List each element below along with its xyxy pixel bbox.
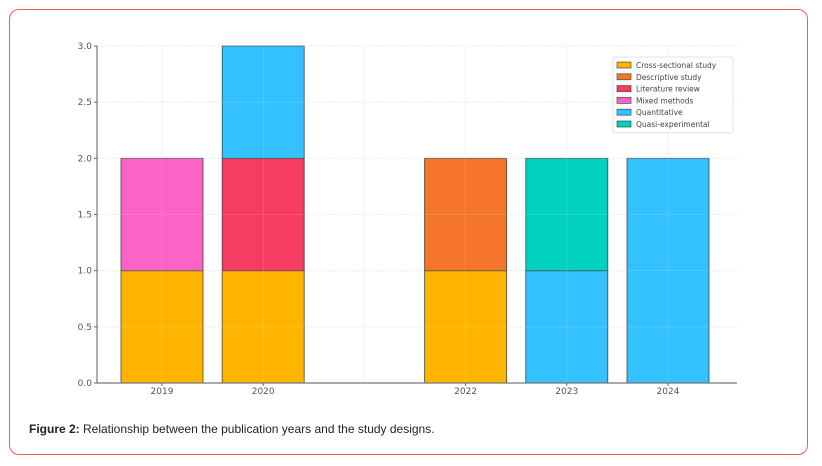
- x-tick-label: 2024: [657, 387, 680, 397]
- y-tick-label: 0.5: [78, 323, 92, 333]
- x-tick-label: 2020: [252, 387, 275, 397]
- legend-swatch: [616, 97, 632, 104]
- legend-label: Descriptive study: [636, 73, 702, 82]
- bar-segment-quantitative-2023: [525, 270, 609, 384]
- y-tick-label: 2.0: [78, 154, 93, 164]
- bar-segment-cross-sectional-study-2019: [120, 270, 204, 384]
- legend-label: Cross-sectional study: [636, 61, 717, 70]
- x-tick-label: 2022: [454, 387, 477, 397]
- legend-box: [612, 56, 734, 134]
- bar-segment-cross-sectional-study-2020: [221, 270, 305, 384]
- legend-label: Mixed methods: [636, 96, 693, 105]
- caption-text: Relationship between the publication yea…: [79, 422, 435, 436]
- y-tick-label: 3.0: [78, 42, 93, 52]
- legend-swatch: [616, 73, 632, 81]
- bar-segment-descriptive-study-2022: [424, 157, 508, 272]
- legend-swatch: [616, 108, 632, 116]
- bar-segment-quasi-experimental-2023: [525, 157, 609, 272]
- legend-label: Literature review: [636, 85, 700, 94]
- caption-label: Figure 2:: [29, 422, 80, 436]
- legend-label: Quasi-experimental: [636, 120, 710, 129]
- bar-segment-cross-sectional-study-2022: [424, 270, 508, 384]
- y-tick-label: 1.0: [78, 267, 93, 277]
- legend-swatch: [616, 120, 632, 128]
- bar-segment-quantitative-2024: [626, 157, 710, 384]
- legend-label: Quantitative: [636, 108, 683, 117]
- y-tick-label: 0.0: [78, 379, 93, 389]
- y-tick-label: 1.5: [78, 211, 92, 221]
- legend-swatch: [616, 61, 632, 69]
- bar-segment-mixed-methods-2019: [120, 157, 204, 272]
- bar-segment-literature-review-2020: [221, 157, 305, 272]
- bars: [120, 45, 710, 384]
- figure-frame: [9, 9, 808, 455]
- x-axis-ticks: 2019 2020 2022 2023 2024: [151, 383, 680, 397]
- y-axis-ticks: 0.0 0.5 1.0 1.5 2.0 2.5 3.0: [78, 42, 97, 389]
- legend-swatch: [616, 85, 632, 92]
- figure-caption: Figure 2: Relationship between the publi…: [29, 422, 435, 436]
- legend: Cross-sectional study Descriptive study Li…: [612, 56, 734, 134]
- x-tick-label: 2023: [555, 387, 578, 397]
- x-tick-label: 2019: [151, 387, 174, 397]
- bar-segment-quantitative-2020: [221, 45, 305, 159]
- y-tick-label: 2.5: [78, 98, 92, 108]
